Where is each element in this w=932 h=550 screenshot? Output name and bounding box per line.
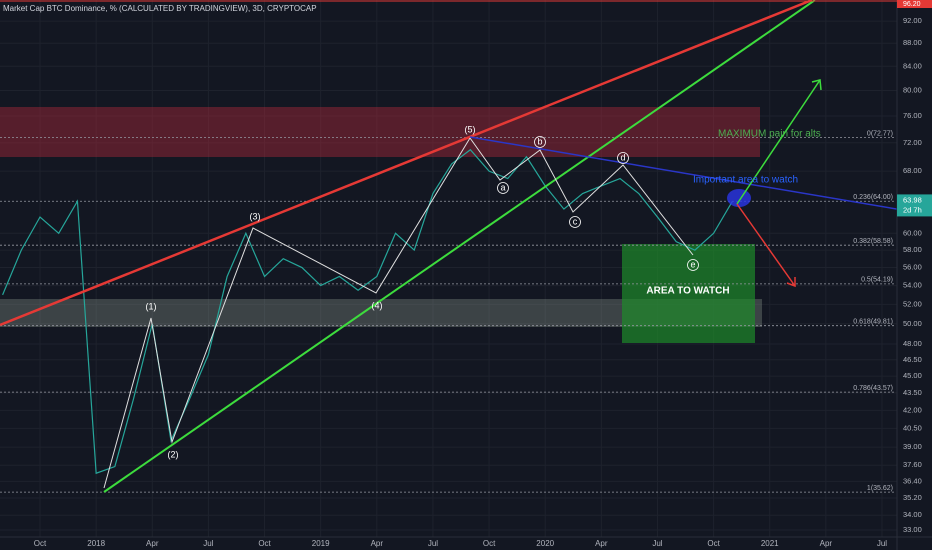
fib-label: 0.786(43.57)	[853, 385, 893, 392]
y-tick-label: 60.00	[903, 228, 922, 237]
y-tick-label: 76.00	[903, 111, 922, 120]
down-arrow	[736, 203, 796, 287]
subwave-label: b	[537, 136, 542, 146]
subwave-label: d	[620, 152, 625, 162]
max-pain-note: MAXIMUM pain for alts	[718, 129, 821, 140]
y-tick-label: 58.00	[903, 245, 922, 254]
x-tick-label: 2019	[312, 539, 330, 548]
y-tick-label: 84.00	[903, 61, 922, 70]
countdown: 2d 7h	[903, 205, 922, 214]
y-tick-label: 92.00	[903, 16, 922, 25]
price-series	[2, 148, 733, 475]
subwaves	[497, 136, 699, 271]
red-trendline	[0, 0, 813, 327]
y-tick-label: 46.50	[903, 355, 922, 364]
fib-label: 1(35.62)	[867, 485, 893, 492]
y-tick-label: 50.00	[903, 319, 922, 328]
y-tick-label: 37.60	[903, 460, 922, 469]
y-tick-label: 33.00	[903, 525, 922, 534]
wave-label: (1)	[146, 301, 157, 311]
up-arrow	[736, 79, 821, 205]
x-tick-label: Jul	[428, 539, 438, 548]
y-tick-label: 45.00	[903, 371, 922, 380]
subwave-circle	[617, 152, 629, 164]
x-tick-label: 2018	[87, 539, 105, 548]
green-trendline	[103, 0, 816, 493]
subwave-circle	[534, 136, 546, 148]
resistance-zone	[0, 107, 760, 157]
fib-label: 0.5(54.19)	[861, 277, 893, 284]
up-arrowhead	[811, 79, 822, 91]
grid	[0, 0, 897, 537]
x-tick-label: Oct	[483, 539, 496, 548]
y-tick-label: 40.50	[903, 423, 922, 432]
x-tick-label: Jul	[877, 539, 887, 548]
y-tick-label: 52.00	[903, 299, 922, 308]
x-tick-label: Oct	[707, 539, 720, 548]
y-tick-label: 80.00	[903, 85, 922, 94]
blue-trendline	[469, 136, 932, 216]
y-tick-label: 48.00	[903, 339, 922, 348]
y-tick-label: 39.00	[903, 442, 922, 451]
y-tick-label: 56.00	[903, 263, 922, 272]
subwave-label: c	[573, 216, 578, 226]
wave-label: (2)	[168, 449, 179, 459]
x-tick-label: Jul	[652, 539, 662, 548]
x-tick-label: Jul	[203, 539, 213, 548]
y-tick-label: 35.20	[903, 493, 922, 502]
subwave-label: a	[500, 182, 505, 192]
subwave-circle	[569, 216, 581, 228]
top-price-box	[897, 0, 932, 8]
y-tick-label: 34.00	[903, 510, 922, 519]
fib-label: 0.618(49.81)	[853, 319, 893, 326]
x-tick-label: 2021	[761, 539, 779, 548]
chart-title: Market Cap BTC Dominance, % (CALCULATED …	[3, 4, 317, 13]
x-tick-label: Apr	[595, 539, 608, 548]
y-tick-label: 54.00	[903, 281, 922, 290]
fib-label: 0.382(58.58)	[853, 238, 893, 245]
x-tick-label: 2020	[536, 539, 554, 548]
y-tick-label: 43.50	[903, 388, 922, 397]
y-tick-label: 42.00	[903, 405, 922, 414]
subwave-circle	[497, 182, 509, 194]
fib-label: 0.236(64.00)	[853, 194, 893, 201]
x-tick-label: Apr	[146, 539, 159, 548]
y-tick-label: 36.40	[903, 476, 922, 485]
subwave-line	[469, 137, 694, 256]
area-box	[622, 244, 755, 343]
y-tick-label: 68.00	[903, 166, 922, 175]
wave-label: (3)	[250, 211, 261, 221]
important-note: Important area to watch	[693, 175, 798, 186]
wave-line	[103, 137, 471, 489]
x-tick-label: Apr	[820, 539, 833, 548]
price-line	[2, 148, 733, 475]
y-tick-label: 88.00	[903, 38, 922, 47]
last-price-label: 63.98	[903, 195, 922, 204]
wave-label: (4)	[372, 300, 383, 310]
y-axis	[897, 0, 932, 537]
x-tick-label: Oct	[258, 539, 271, 548]
highlight	[727, 189, 751, 207]
y-tick-label: 72.00	[903, 138, 922, 147]
last-price-box	[897, 194, 932, 217]
area-note: AREA TO WATCH	[646, 286, 729, 297]
subwave-label: e	[690, 259, 695, 269]
top-price-label: 96.20	[903, 1, 921, 8]
subwave-circle	[687, 259, 699, 271]
down-arrowhead	[786, 277, 796, 288]
x-tick-label: Oct	[34, 539, 47, 548]
wave-label: (5)	[465, 124, 476, 134]
x-tick-label: Apr	[371, 539, 384, 548]
fib-label: 0(72.77)	[867, 130, 893, 137]
